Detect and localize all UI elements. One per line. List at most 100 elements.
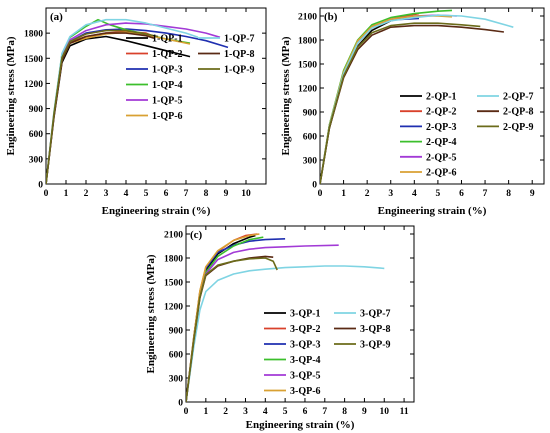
x-axis-label: Engineering strain (%) [246,419,355,431]
series-line-2-qp-8 [320,24,505,184]
series-line-1-qp-5 [46,22,221,184]
y-tick-label: 900 [303,109,318,119]
y-tick-label: 1500 [164,279,183,289]
x-tick-label: 0 [318,189,323,199]
legend-entry: 2-QP-8 [503,107,534,118]
y-axis-label: Engineering stress (MPa) [5,36,17,155]
x-tick-label: 7 [483,189,488,199]
chart-panel-a: (a) 0 1 2 3 4 5 6 7 8 9 10 0 300 600 900 1200 1500 1800 Eng… [5,7,267,217]
chart-panel-c: (c) 0 1 2 3 4 5 6 7 8 9 10 11 0 300 600 900 1200 1500 1800 2… [145,225,415,431]
panel-label: (c) [190,229,203,241]
x-tick-label: 1 [64,189,69,199]
legend: 2-QP-1 2-QP-2 2-QP-3 2-QP-4 2-QP-5 2-QP-6 2-QP… [400,92,534,179]
chart-panel-b: (b) 0 1 2 3 4 5 6 7 8 9 0 300 600 900 1200 1500 1800 2100 E… [280,7,545,217]
y-tick-label: 1200 [298,85,317,95]
legend-entry: 3-QP-4 [290,355,321,366]
legend: 1-QP-1 1-QP-2 1-QP-3 1-QP-4 1-QP-5 1-QP-6 1-QP… [126,34,255,122]
y-tick-label: 1200 [24,80,43,90]
series-lines [46,18,229,184]
series-line-3-qp-7 [186,265,385,402]
series-line-2-qp-2 [320,12,420,184]
series-line-3-qp-3 [186,238,286,402]
x-tick-label: 10 [241,189,251,199]
legend-entry: 1-QP-5 [152,96,183,107]
plot-frame [185,225,415,403]
x-axis-label: Engineering strain (%) [378,205,487,217]
plot-frame [45,7,267,185]
y-tick-label: 1200 [164,303,183,313]
y-axis-label: Engineering stress (MPa) [280,36,292,155]
x-tick-label: 6 [303,407,308,417]
x-tick-label: 4 [412,189,417,199]
legend-entry: 2-QP-9 [503,122,534,133]
series-line-1-qp-3 [46,28,229,184]
legend-entry: 2-QP-3 [426,122,457,133]
x-tick-label: 6 [164,189,169,199]
x-tick-label: 5 [144,189,149,199]
x-tick-label: 1 [203,407,208,417]
y-tick-label: 1500 [24,55,43,65]
series-lines [186,233,385,402]
x-tick-label: 2 [223,407,228,417]
legend-entry: 2-QP-1 [426,92,457,103]
x-tick-label: 0 [44,189,49,199]
series-line-2-qp-1 [320,15,410,184]
series-line-3-qp-9 [186,257,278,402]
legend-entry: 1-QP-2 [152,49,183,60]
x-tick-label: 7 [184,189,189,199]
x-tick-label: 10 [380,407,390,417]
x-tick-label: 6 [459,189,464,199]
legend-entry: 3-QP-5 [290,371,321,382]
legend-entry: 2-QP-7 [503,92,534,103]
x-tick-label: 4 [263,407,268,417]
y-tick-label: 600 [303,133,318,143]
x-tick-label: 1 [341,189,346,199]
x-tick-label: 9 [362,407,367,417]
legend-entry: 1-QP-8 [224,49,255,60]
x-tick-label: 8 [506,189,511,199]
y-tick-label: 1800 [24,30,43,40]
series-line-2-qp-9 [320,22,481,184]
y-tick-label: 2100 [298,13,317,23]
series-line-3-qp-8 [186,255,274,402]
y-tick-label: 600 [29,130,44,140]
x-tick-label: 7 [322,407,327,417]
legend-entry: 1-QP-6 [152,111,183,122]
legend-entry: 3-QP-3 [290,340,321,351]
legend-entry: 3-QP-2 [290,324,321,335]
x-tick-label: 3 [243,407,248,417]
y-tick-label: 600 [169,351,184,361]
x-tick-label: 3 [104,189,109,199]
x-tick-label: 2 [84,189,89,199]
y-tick-label: 900 [169,327,184,337]
x-tick-label: 4 [124,189,129,199]
plot-frame [319,7,545,185]
y-tick-label: 0 [38,181,43,191]
series-lines [320,9,514,184]
x-tick-label: 5 [436,189,441,199]
legend-entry: 2-QP-6 [426,168,457,179]
y-tick-label: 1800 [298,37,317,47]
legend-entry: 2-QP-5 [426,152,457,163]
y-tick-label: 300 [303,157,318,167]
legend-entry: 1-QP-4 [152,80,183,91]
x-tick-label: 8 [204,189,209,199]
legend-entry: 3-QP-1 [290,309,321,320]
x-tick-label: 0 [184,407,189,417]
legend-entry: 3-QP-6 [290,386,321,397]
x-tick-label: 3 [388,189,393,199]
legend-entry: 3-QP-7 [360,309,391,320]
x-tick-label: 11 [400,407,409,417]
series-line-1-qp-9 [46,29,159,184]
y-tick-label: 300 [169,375,184,385]
y-tick-label: 2100 [164,231,183,241]
y-tick-label: 0 [178,399,183,409]
y-tick-label: 300 [29,155,44,165]
legend-entry: 3-QP-8 [360,324,391,335]
chart-panels: (a)0 1 2 3 4 5 6 7 8 9 100300600900120015001800Eng… [5,7,545,431]
y-tick-label: 1800 [164,255,183,265]
y-axis-label: Engineering stress (MPa) [145,254,157,373]
y-tick-label: 0 [312,181,317,191]
y-tick-label: 1500 [298,61,317,71]
